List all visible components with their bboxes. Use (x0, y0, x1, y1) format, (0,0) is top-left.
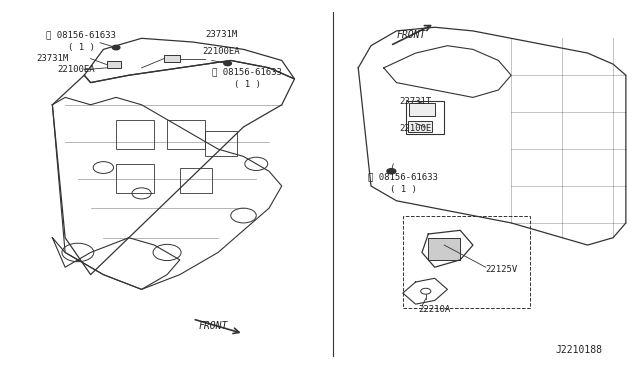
Text: 22100E: 22100E (399, 124, 431, 133)
Text: 22100EA: 22100EA (202, 47, 240, 56)
Circle shape (112, 45, 120, 50)
Bar (116, 119, 154, 149)
Bar (408, 121, 432, 132)
Text: ( 1 ): ( 1 ) (390, 185, 417, 194)
Bar (403, 215, 531, 308)
Text: ( 1 ): ( 1 ) (68, 43, 95, 52)
Text: FRONT: FRONT (396, 30, 426, 40)
Bar (116, 164, 154, 193)
Bar (406, 101, 444, 134)
Text: FRONT: FRONT (199, 321, 228, 331)
Bar (106, 61, 120, 68)
Bar (205, 131, 237, 157)
Text: Ⓑ 08156-61633: Ⓑ 08156-61633 (46, 30, 116, 39)
Text: 23731M: 23731M (205, 30, 237, 39)
Text: 23731M: 23731M (36, 54, 68, 63)
Text: Ⓑ 08156-61633: Ⓑ 08156-61633 (212, 67, 282, 76)
Bar (409, 103, 435, 116)
Text: 22210A: 22210A (419, 305, 451, 314)
Circle shape (224, 61, 232, 65)
Text: 22125V: 22125V (486, 264, 518, 273)
Text: ( 1 ): ( 1 ) (234, 80, 261, 89)
Circle shape (387, 169, 396, 174)
Bar (164, 55, 180, 62)
Bar (167, 119, 205, 149)
Text: 23731T: 23731T (399, 97, 432, 106)
Bar (180, 167, 212, 193)
Text: 22100EA: 22100EA (58, 65, 95, 74)
Bar (428, 238, 460, 260)
Text: Ⓑ 08156-61633: Ⓑ 08156-61633 (368, 172, 438, 181)
Text: J2210188: J2210188 (556, 345, 603, 355)
